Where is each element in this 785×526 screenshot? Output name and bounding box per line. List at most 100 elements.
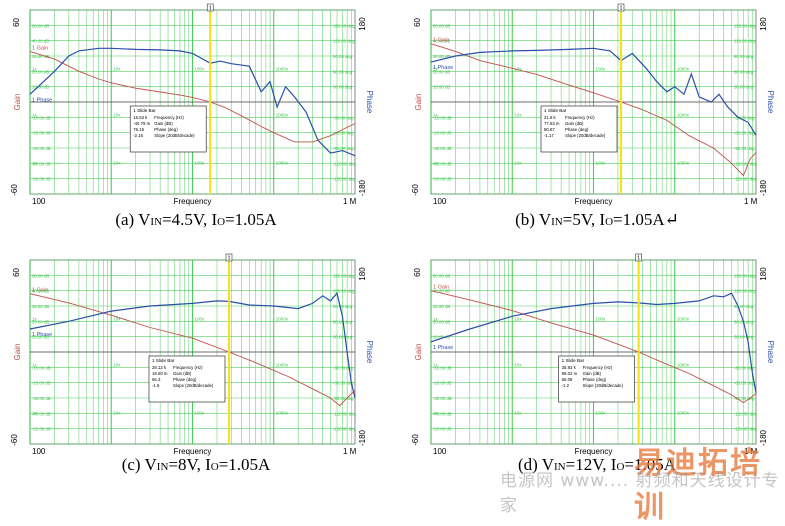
gain-grid-label: 30.00 dB: [433, 304, 450, 309]
gain-legend: 1 Gain: [32, 288, 48, 294]
phase-axis-label: Phase: [766, 341, 775, 364]
grid-tick-label: 1x: [433, 363, 439, 368]
slide-bar-field: Gain (dB): [154, 121, 173, 126]
grid-tick-label: 1000x: [276, 317, 289, 322]
phase-grid-label: -30.00 deg: [333, 115, 354, 120]
gain-grid-label: -40.00 dB: [433, 161, 452, 166]
phase-grid-label: 30.00 deg: [734, 335, 754, 340]
phase-curve: [430, 47, 757, 136]
slide-bar-field: Slope (20dB/decade): [154, 133, 195, 138]
slide-bar-box: [558, 355, 635, 403]
phase-grid-label: -90.00 deg: [333, 146, 354, 151]
grid-tick-label: 10x: [514, 161, 522, 166]
slide-bar-field: Frequency (Hz): [173, 365, 203, 370]
grid-tick-label: 1000x: [677, 113, 690, 118]
gain-grid-label: 40.00 dB: [32, 39, 49, 44]
bode-plot-panel: 1x1x1x10x10x10x100x100x100x1000x1000x100…: [411, 253, 783, 466]
slide-bar-field: Phase (deg): [173, 377, 197, 382]
gain-grid-label: -50.00 dB: [433, 177, 452, 182]
grid-tick-label: 1000x: [276, 113, 289, 118]
phase-grid-label: -30.00 deg: [734, 115, 755, 120]
gain-legend: 1 Gain: [433, 285, 449, 291]
phase-axis-label: Phase: [365, 91, 374, 114]
cursor-tag-box: [206, 3, 214, 12]
grid-tick-label: 10x: [514, 113, 522, 118]
bode-chart: 1x1x1x10x10x10x100x100x100x1000x1000x100…: [411, 3, 775, 206]
x-axis-left-label: 100: [32, 197, 46, 206]
gain-grid-label: 50.00 dB: [433, 23, 450, 28]
grid-tick-label: 10x: [514, 67, 522, 72]
gain-curve: [430, 43, 757, 177]
phase-grid-label: -120.00 deg: [734, 411, 758, 416]
gain-axis-label: Gain: [414, 94, 423, 111]
x-axis-left-label: 100: [433, 447, 447, 456]
grid-tick-label: 100x: [596, 67, 607, 72]
phase-grid-label: -120.00 deg: [333, 161, 357, 166]
phase-grid-label: 150.00 deg: [734, 23, 756, 28]
phase-axis-bottom-label: -180: [358, 179, 367, 196]
x-axis-right-label: 1 M: [343, 447, 357, 456]
phase-grid-label: 90.00 deg: [333, 304, 353, 309]
grid-tick-label: 1000x: [677, 317, 690, 322]
grid-tick-label: 10x: [113, 317, 121, 322]
slide-bar-title: 1 Slide Bar: [562, 358, 585, 363]
gain-axis-label: Gain: [13, 94, 22, 111]
grid-tick-label: 10x: [514, 317, 522, 322]
slide-bar-field: Frequency (Hz): [154, 115, 184, 120]
slide-bar-title: 1 Slide Bar: [544, 108, 567, 113]
gain-grid-label: -50.00 dB: [32, 177, 51, 182]
phase-grid-label: 90.00 deg: [734, 304, 754, 309]
phase-legend: 1 Phase: [32, 97, 52, 103]
gain-axis-bottom-label: -60: [411, 184, 420, 196]
phase-axis-top-label: 180: [759, 17, 768, 31]
gain-axis-top-label: 60: [12, 17, 21, 26]
grid-tick-label: 1x: [32, 161, 38, 166]
gain-grid-label: 30.00 dB: [32, 54, 49, 59]
gain-grid-label: 50.00 dB: [433, 273, 450, 278]
gain-grid-label: 50.00 dB: [32, 273, 49, 278]
phase-grid-label: 150.00 deg: [734, 273, 756, 278]
slide-bar-value: -40.79 m: [133, 121, 150, 126]
gain-grid-label: 30.00 dB: [32, 304, 49, 309]
gain-grid-label: 40.00 dB: [32, 289, 49, 294]
panel-caption: (c) VIN=8V, IO=1.05A: [121, 455, 271, 474]
phase-grid-label: -150.00 deg: [333, 427, 357, 432]
cursor-tag-label: 1: [209, 6, 212, 12]
slide-bar-box: [540, 105, 618, 153]
bode-plot-panel: 1x1x1x10x10x10x100x100x100x1000x1000x100…: [411, 3, 783, 216]
slide-bar-value: 28.12 k: [152, 365, 167, 370]
gain-grid-label: -10.00 dB: [433, 365, 452, 370]
gain-grid-label: 10.00 dB: [32, 85, 49, 90]
phase-grid-label: 90.00 deg: [333, 54, 353, 59]
gain-axis-top-label: 60: [413, 17, 422, 26]
gain-grid-label: 40.00 dB: [433, 39, 450, 44]
gain-grid-label: 10.00 dB: [433, 335, 450, 340]
slide-bar-value: 65.08: [562, 377, 573, 382]
x-axis-label: Frequency: [174, 197, 212, 206]
gain-grid-label: -10.00 dB: [433, 115, 452, 120]
gain-grid-label: 50.00 dB: [32, 23, 49, 28]
slide-bar-field: Slope (20dB/decade): [173, 383, 214, 388]
phase-grid-label: 30.00 deg: [333, 335, 353, 340]
phase-axis-top-label: 180: [358, 267, 367, 281]
slide-bar-value: 76.15: [133, 127, 144, 132]
grid-tick-label: 1000x: [677, 161, 690, 166]
grid-tick-label: 1x: [433, 317, 439, 322]
slide-bar-title: 1 Slide Bar: [133, 108, 156, 113]
phase-grid-label: -120.00 deg: [333, 411, 357, 416]
grid-tick-label: 100x: [596, 411, 607, 416]
gain-grid-label: 20.00 dB: [433, 69, 450, 74]
gain-grid-label: 20.00 dB: [32, 319, 49, 324]
gain-grid-label: -20.00 dB: [32, 381, 51, 386]
grid-tick-label: 1000x: [677, 411, 690, 416]
cursor-tag-box: [617, 3, 625, 12]
grid-tick-label: 100x: [195, 411, 206, 416]
phase-grid-label: -90.00 deg: [333, 396, 354, 401]
x-axis-label: Frequency: [575, 447, 613, 456]
grid-tick-label: 10x: [514, 411, 522, 416]
gain-grid-label: -30.00 dB: [433, 146, 452, 151]
phase-axis-bottom-label: -180: [358, 429, 367, 446]
gain-grid-label: -50.00 dB: [433, 427, 452, 432]
phase-grid-label: -150.00 deg: [734, 427, 758, 432]
gain-axis-label: Gain: [414, 344, 423, 361]
